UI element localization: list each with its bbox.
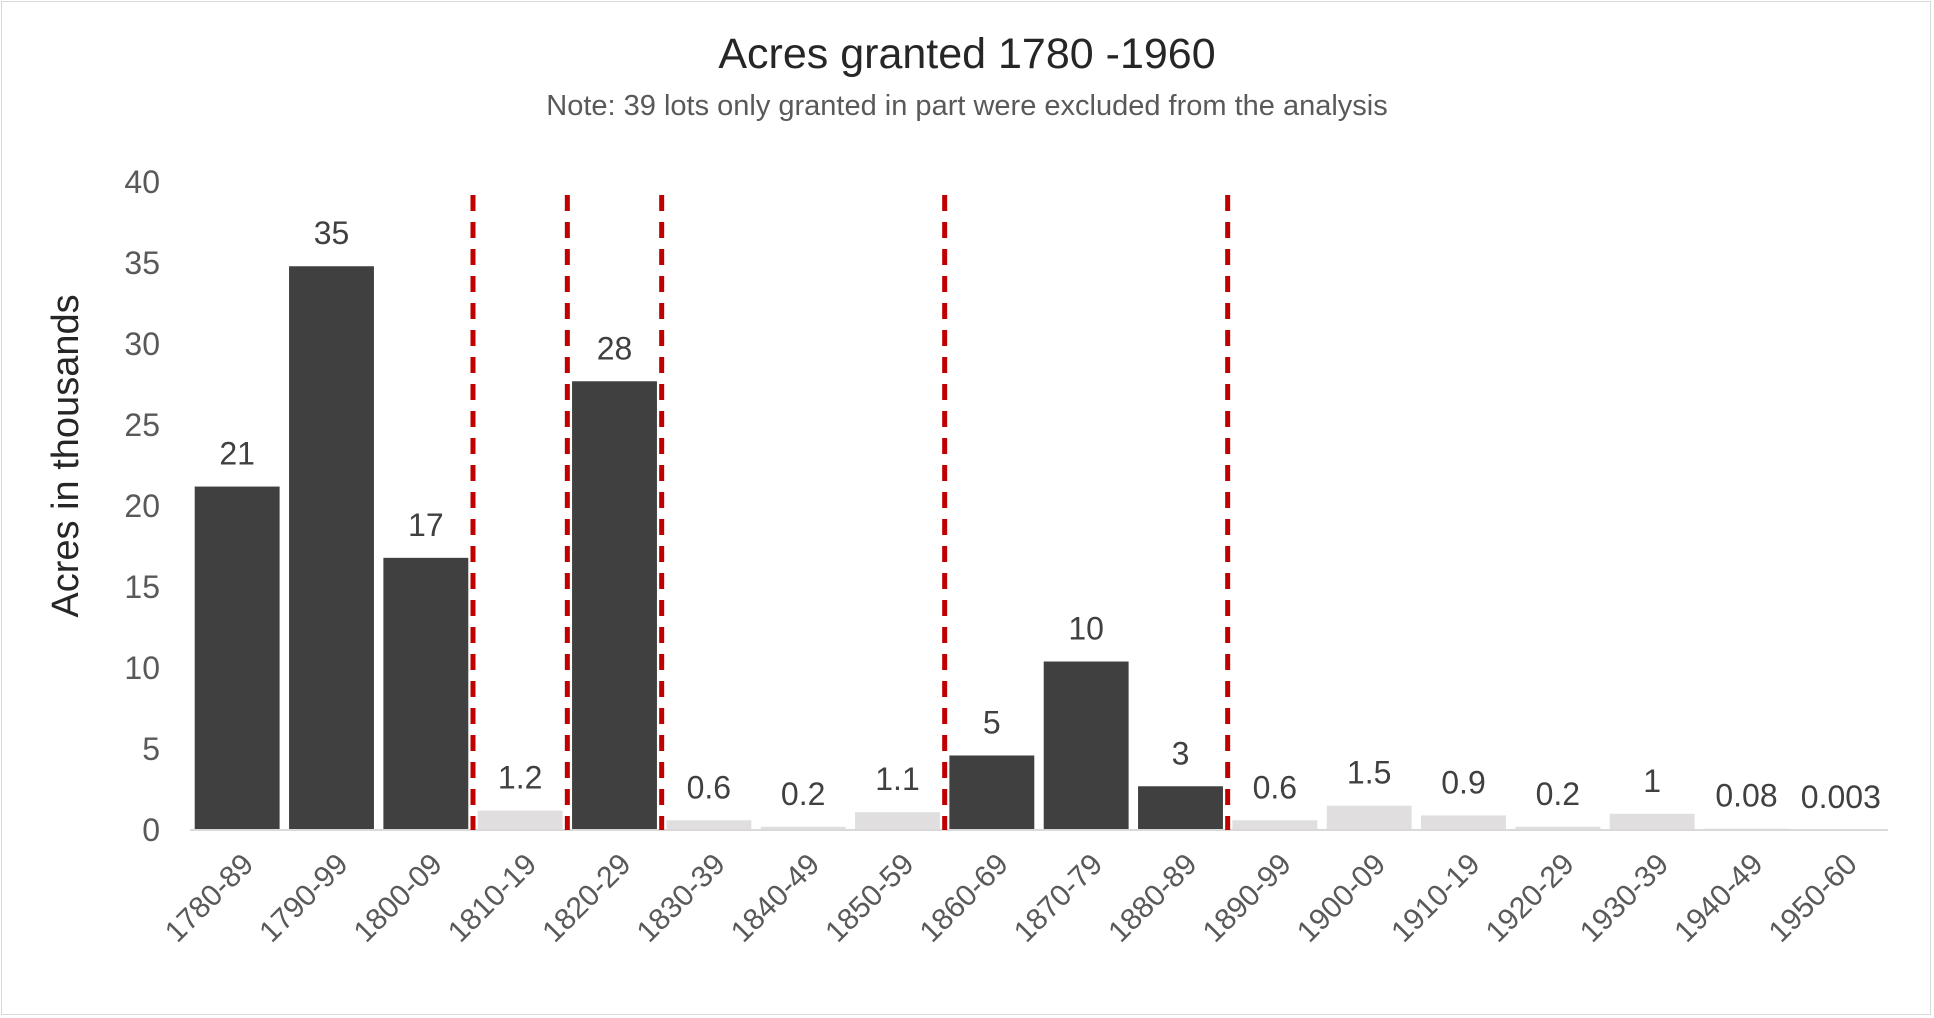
data-label: 0.6 xyxy=(1253,769,1297,805)
bar xyxy=(1138,786,1223,830)
data-label: 1.5 xyxy=(1347,755,1391,791)
y-tick-label: 5 xyxy=(142,731,160,767)
x-tick-label: 1910-19 xyxy=(1385,848,1486,949)
bar xyxy=(1326,805,1412,830)
bar xyxy=(1043,661,1129,830)
bar xyxy=(1232,820,1318,830)
chart-subtitle: Note: 39 lots only granted in part were … xyxy=(546,90,1388,122)
y-tick-label: 35 xyxy=(124,245,160,281)
data-label: 21 xyxy=(219,436,255,472)
x-tick-label: 1890-99 xyxy=(1197,848,1298,949)
bar xyxy=(289,266,374,830)
data-label: 0.08 xyxy=(1715,778,1777,814)
x-tick-label: 1860-69 xyxy=(914,848,1015,949)
x-tick-label: 1850-59 xyxy=(819,848,920,949)
x-tick-label: 1800-09 xyxy=(348,848,449,949)
bar xyxy=(572,381,657,830)
x-tick-label: 1950-60 xyxy=(1763,848,1864,949)
bar xyxy=(1515,826,1601,830)
x-tick-label: 1930-39 xyxy=(1574,848,1675,949)
data-label: 1.1 xyxy=(875,761,919,797)
chart-title: Acres granted 1780 -1960 xyxy=(718,30,1216,78)
x-tick-label: 1940-49 xyxy=(1668,848,1769,949)
data-label: 35 xyxy=(314,215,350,251)
bar xyxy=(383,557,469,830)
y-tick-label: 0 xyxy=(142,812,160,848)
bar xyxy=(949,755,1035,830)
x-tick-label: 1810-19 xyxy=(442,848,543,949)
data-label: 3 xyxy=(1172,735,1190,771)
y-tick-label: 20 xyxy=(124,488,160,524)
y-tick-label: 15 xyxy=(124,569,160,605)
y-tick-label: 40 xyxy=(124,164,160,200)
y-tick-label: 10 xyxy=(124,650,160,686)
x-tick-label: 1870-79 xyxy=(1008,848,1109,949)
bar xyxy=(477,810,563,830)
bar xyxy=(1421,815,1506,830)
y-tick-label: 30 xyxy=(124,326,160,362)
data-label: 0.003 xyxy=(1801,779,1881,815)
x-tick-label: 1820-29 xyxy=(536,848,637,949)
y-tick-label: 25 xyxy=(124,407,160,443)
x-tick-label: 1920-29 xyxy=(1480,848,1581,949)
x-tick-label: 1790-99 xyxy=(253,848,354,949)
data-label: 0.6 xyxy=(687,769,731,805)
data-label: 0.9 xyxy=(1441,764,1485,800)
data-label: 28 xyxy=(597,330,633,366)
bar xyxy=(760,826,846,830)
data-label: 5 xyxy=(983,704,1001,740)
x-tick-label: 1880-89 xyxy=(1102,848,1203,949)
y-axis-label: Acres in thousands xyxy=(45,294,87,617)
bar xyxy=(666,820,752,830)
bar xyxy=(194,486,280,830)
data-label: 10 xyxy=(1068,611,1104,647)
data-label: 0.2 xyxy=(781,776,825,812)
x-tick-label: 1830-39 xyxy=(631,848,732,949)
data-label: 1 xyxy=(1643,763,1661,799)
bar xyxy=(855,812,940,830)
data-label: 1.2 xyxy=(498,760,542,796)
x-tick-label: 1900-09 xyxy=(1291,848,1392,949)
x-tick-label: 1780-89 xyxy=(159,848,260,949)
data-label: 17 xyxy=(408,507,444,543)
bar xyxy=(1609,813,1695,830)
x-tick-label: 1840-49 xyxy=(725,848,826,949)
data-label: 0.2 xyxy=(1536,776,1580,812)
